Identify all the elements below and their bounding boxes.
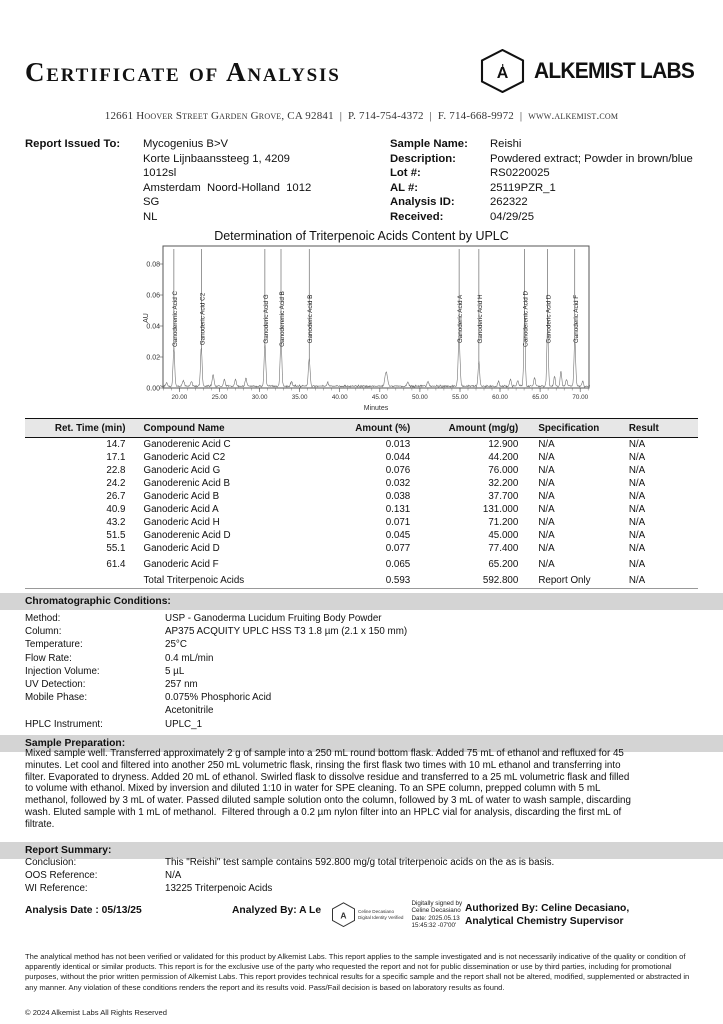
svg-text:35.00: 35.00 bbox=[292, 394, 308, 401]
svg-text:Ganoderic Acid C2: Ganoderic Acid C2 bbox=[199, 292, 206, 345]
svg-text:40.00: 40.00 bbox=[332, 394, 348, 401]
svg-text:0.02: 0.02 bbox=[146, 355, 160, 362]
svg-text:Ganoderic Acid B: Ganoderic Acid B bbox=[307, 295, 314, 344]
svg-text:Ganoderenic Acid B: Ganoderenic Acid B bbox=[279, 291, 286, 347]
svg-text:Ganoderic Acid G: Ganoderic Acid G bbox=[263, 294, 270, 343]
svg-text:Minutes: Minutes bbox=[364, 405, 389, 412]
svg-text:Ganoderic Acid F: Ganoderic Acid F bbox=[573, 295, 580, 343]
svg-text:Ganoderenic Acid C: Ganoderenic Acid C bbox=[172, 291, 179, 347]
svg-text:25.00: 25.00 bbox=[212, 394, 228, 401]
svg-text:60.00: 60.00 bbox=[492, 394, 508, 401]
svg-text:Ganoderic Acid H: Ganoderic Acid H bbox=[477, 294, 484, 343]
svg-text:Ganoderic Acid A: Ganoderic Acid A bbox=[457, 294, 464, 343]
svg-text:70.00: 70.00 bbox=[572, 394, 588, 401]
svg-text:30.00: 30.00 bbox=[252, 394, 268, 401]
svg-text:0.08: 0.08 bbox=[146, 262, 160, 269]
svg-text:0.00: 0.00 bbox=[146, 386, 160, 393]
svg-text:Ganoderenic Acid D: Ganoderenic Acid D bbox=[523, 291, 530, 347]
svg-text:45.00: 45.00 bbox=[372, 394, 388, 401]
svg-text:65.00: 65.00 bbox=[532, 394, 548, 401]
svg-text:0.06: 0.06 bbox=[146, 293, 160, 300]
svg-text:AU: AU bbox=[143, 313, 150, 323]
svg-text:55.00: 55.00 bbox=[452, 394, 468, 401]
svg-text:A: A bbox=[340, 911, 346, 921]
svg-text:50.00: 50.00 bbox=[412, 394, 428, 401]
svg-text:20.00: 20.00 bbox=[172, 394, 188, 401]
svg-text:Ganoderic Acid D: Ganoderic Acid D bbox=[546, 294, 553, 343]
svg-text:0.04: 0.04 bbox=[146, 324, 160, 331]
